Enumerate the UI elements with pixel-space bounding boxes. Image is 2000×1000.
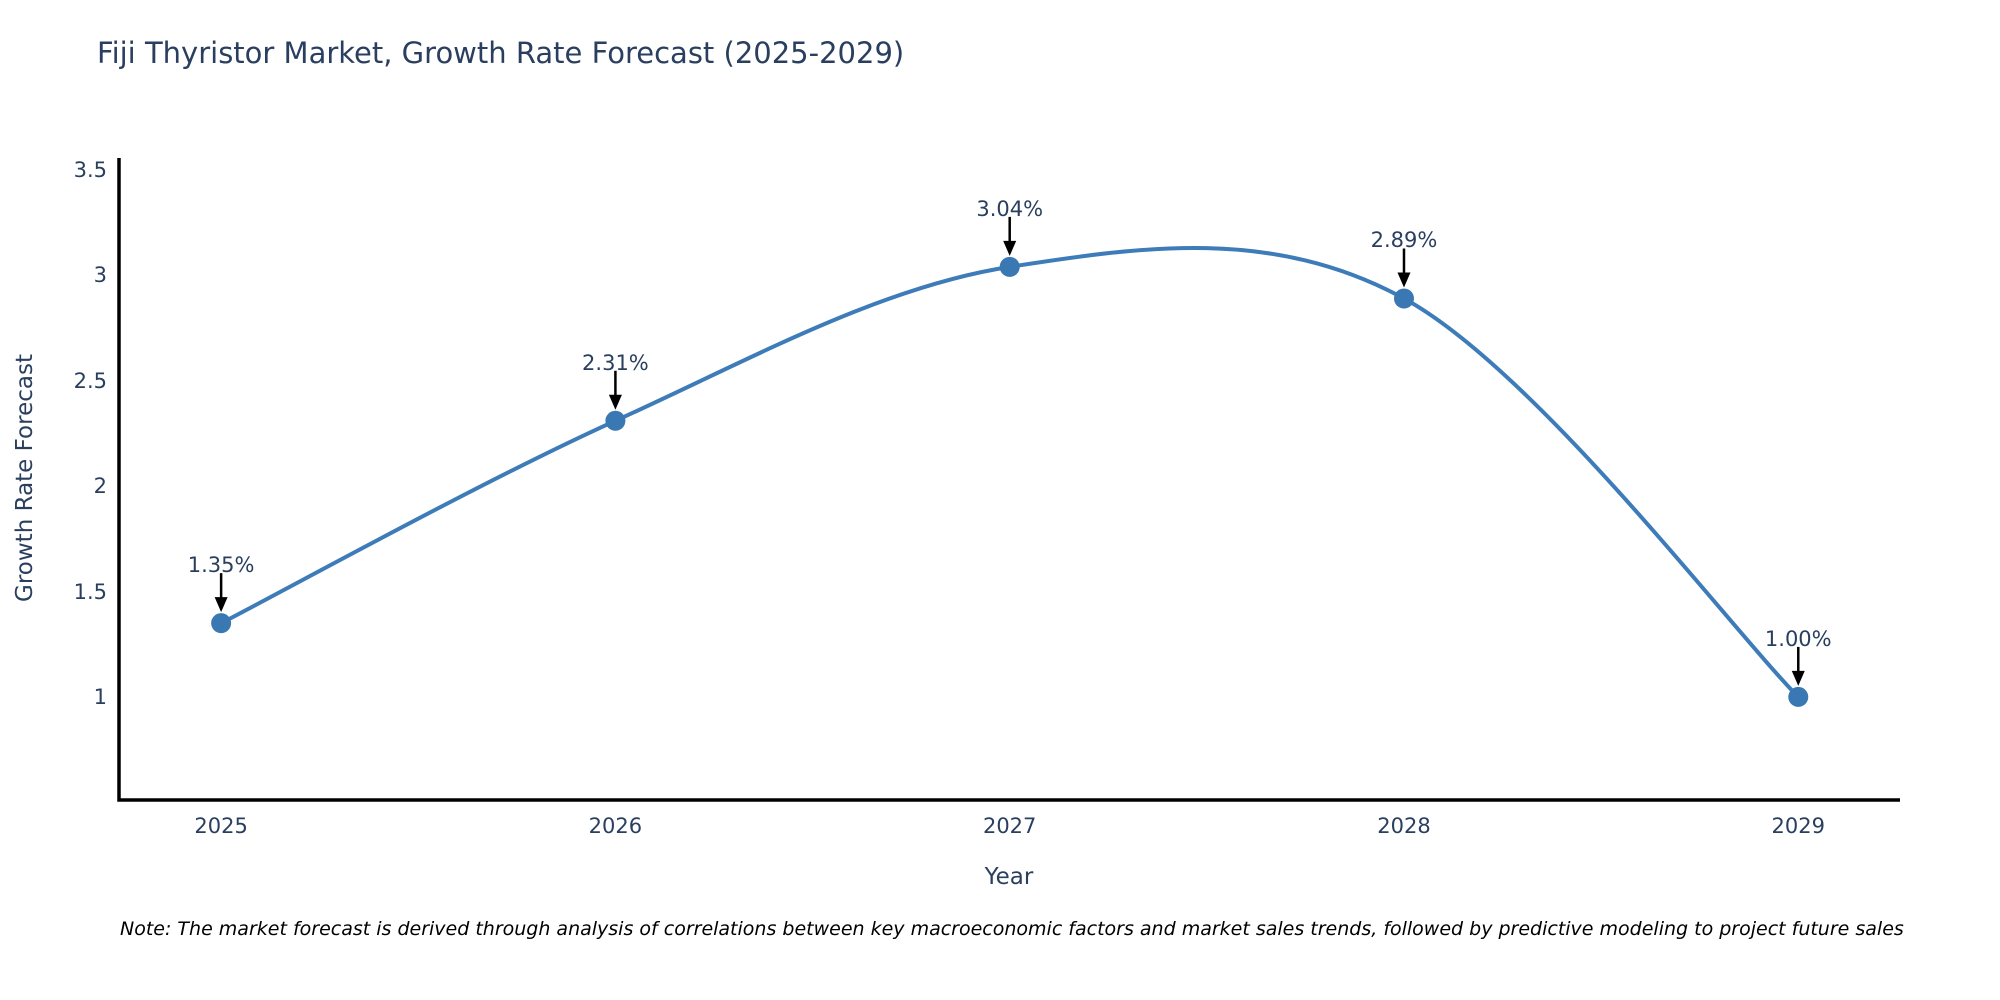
annotation-arrow-head [1003,240,1017,256]
forecast-line [219,246,1801,699]
data-point-marker [999,256,1020,277]
data-point-marker [605,410,626,431]
y-tick-label: 3 [93,263,107,288]
x-tick-label: 2025 [194,814,248,838]
y-tick-label: 2 [93,474,107,499]
data-point-marker [1788,686,1809,707]
point-annotation: 1.35% [187,553,255,578]
data-point-marker [1393,288,1414,309]
x-tick-label: 2027 [982,814,1037,838]
annotation-arrow-head [608,394,622,410]
chart-title: Fiji Thyristor Market, Growth Rate Forec… [97,36,905,70]
annotation-arrow-head [1791,670,1805,686]
point-annotation: 1.00% [1764,626,1832,651]
x-tick-label: 2029 [1771,814,1825,838]
y-axis-title: Growth Rate Forecast [12,354,38,602]
y-tick-label: 1 [93,684,107,709]
footnote: Note: The market forecast is derived thr… [120,918,1904,940]
y-tick-label: 2.5 [73,368,107,393]
x-tick-label: 2028 [1377,814,1431,838]
point-annotation: 2.31% [582,350,649,375]
point-annotation: 3.04% [976,196,1044,221]
annotation-arrow-head [214,597,228,613]
axis-spines [117,158,1900,802]
y-tick-label: 3.5 [73,157,107,182]
point-annotation: 2.89% [1370,228,1438,253]
x-axis-title: Year [984,864,1034,890]
data-point-marker [211,613,232,634]
annotation-arrow-head [1397,272,1411,288]
x-tick-label: 2026 [588,814,643,838]
y-tick-label: 1.5 [73,579,107,604]
